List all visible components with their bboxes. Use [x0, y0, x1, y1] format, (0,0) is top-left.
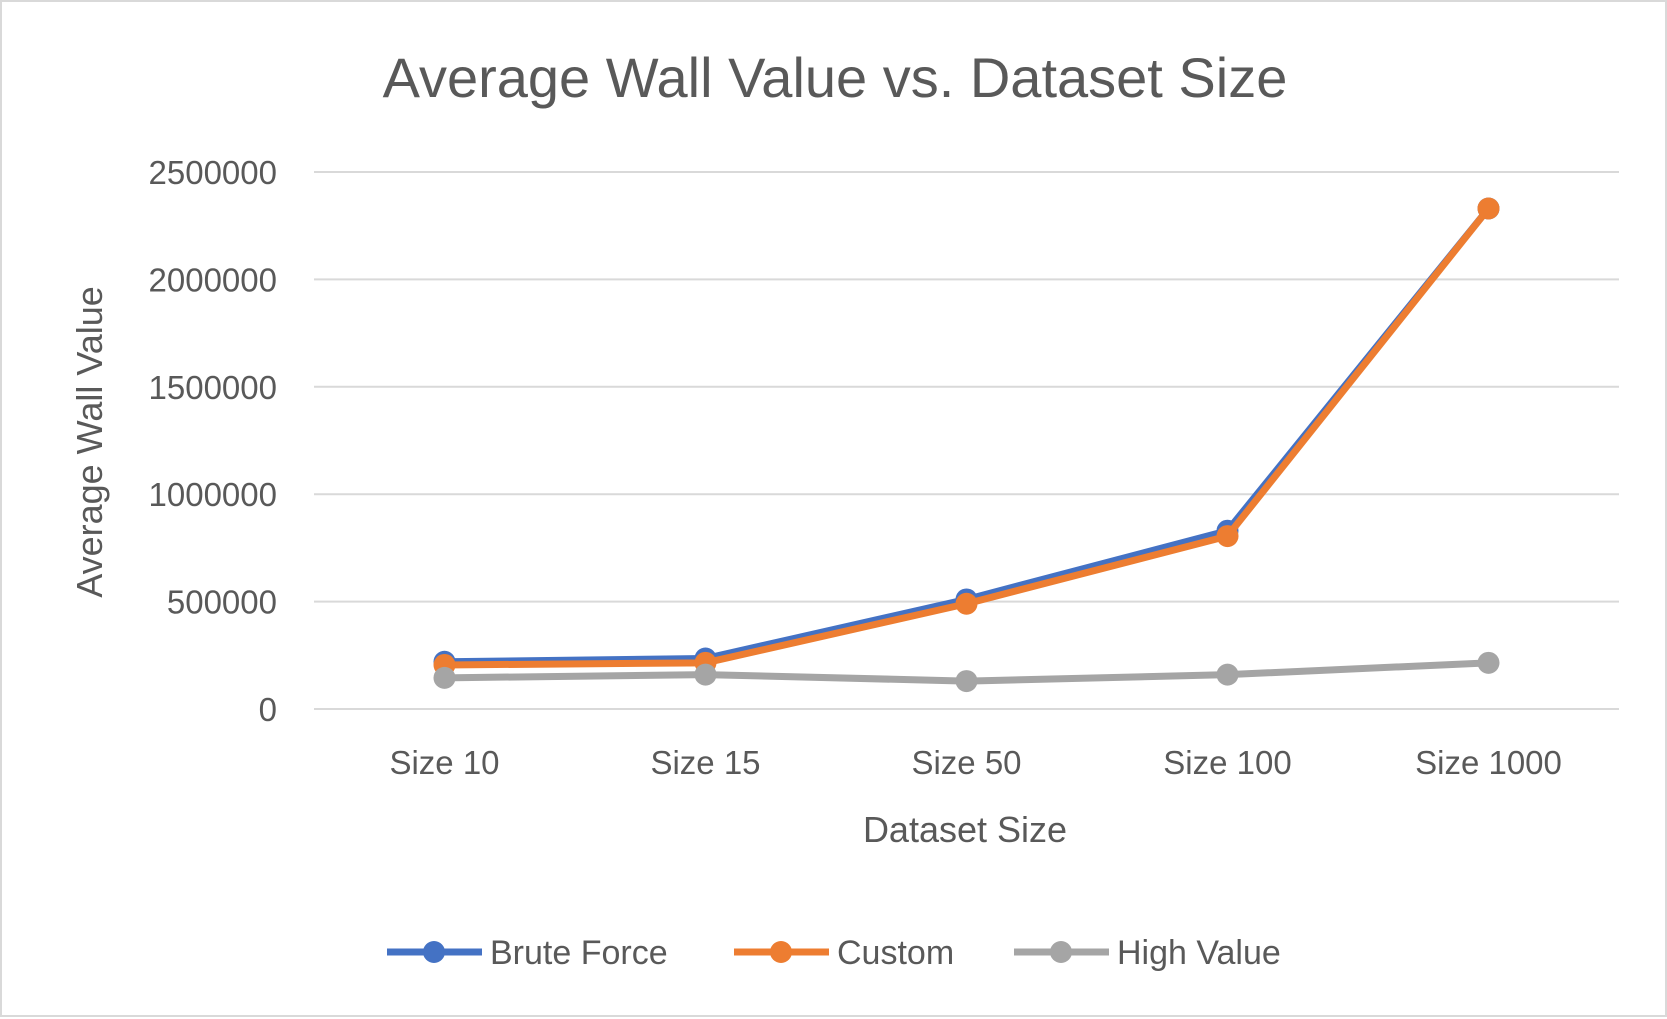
- y-tick-label: 0: [259, 691, 277, 728]
- y-tick-label: 2000000: [149, 261, 277, 298]
- y-tick-label: 1000000: [149, 476, 277, 513]
- x-tick-label: Size 15: [650, 744, 760, 781]
- y-tick-label: 1500000: [149, 369, 277, 406]
- legend: Brute Force Custom High Value: [387, 934, 1281, 972]
- y-tick-label: 500000: [167, 584, 277, 621]
- legend-swatch-marker: [1050, 941, 1072, 963]
- series-group: [433, 197, 1500, 693]
- data-point: [1216, 663, 1239, 686]
- data-point: [1477, 197, 1500, 220]
- data-point: [433, 666, 456, 689]
- gridlines: [314, 171, 1619, 710]
- x-tick-label: Size 1000: [1415, 744, 1562, 781]
- legend-swatch-marker: [423, 941, 445, 963]
- legend-label: Brute Force: [490, 934, 668, 972]
- data-point: [955, 592, 978, 615]
- legend-swatch-marker: [770, 941, 792, 963]
- x-axis-ticks: Size 10 Size 15 Size 50 Size 100 Size 1000: [389, 744, 1561, 781]
- data-point: [1477, 651, 1500, 674]
- data-point: [694, 663, 717, 686]
- series-high-value: [433, 651, 1500, 693]
- chart-title: Average Wall Value vs. Dataset Size: [383, 46, 1288, 109]
- legend-item: Brute Force: [387, 934, 668, 972]
- data-point: [955, 670, 978, 693]
- data-point: [1216, 525, 1239, 548]
- legend-item: High Value: [1014, 934, 1281, 972]
- x-tick-label: Size 50: [911, 744, 1021, 781]
- x-tick-label: Size 100: [1163, 744, 1291, 781]
- legend-label: High Value: [1117, 934, 1281, 972]
- legend-item: Custom: [734, 934, 954, 972]
- y-axis-title: Average Wall Value: [69, 286, 110, 598]
- y-axis-ticks: 0 500000 1000000 1500000 2000000 2500000: [149, 154, 277, 728]
- y-tick-label: 2500000: [149, 154, 277, 191]
- series-custom: [433, 197, 1500, 676]
- x-axis-title: Dataset Size: [863, 809, 1067, 850]
- legend-label: Custom: [837, 934, 954, 972]
- x-tick-label: Size 10: [389, 744, 499, 781]
